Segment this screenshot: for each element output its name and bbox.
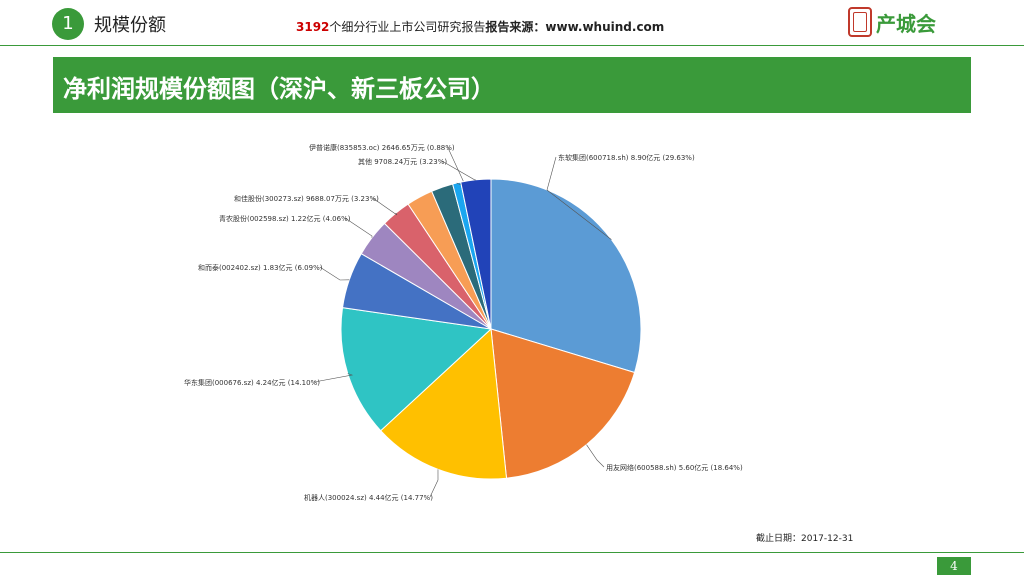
footer-divider <box>0 552 1024 553</box>
slice-label: 其他 9708.24万元 (3.23%) <box>358 157 447 166</box>
pie-slice <box>490 328 636 479</box>
leader-line <box>546 156 612 240</box>
leader-line <box>586 444 605 468</box>
slice-label: 青农股份(002598.sz) 1.22亿元 (4.06%) <box>219 214 351 223</box>
slice-label: 华东集团(000676.sz) 4.24亿元 (14.10%) <box>184 378 320 387</box>
slice-label: 机器人(300024.sz) 4.44亿元 (14.77%) <box>304 493 433 502</box>
date-note: 截止日期：2017-12-31 <box>756 534 854 544</box>
slice-label: 和而泰(002402.sz) 1.83亿元 (6.09%) <box>198 263 323 272</box>
section-label: 规模份额 <box>94 15 166 36</box>
header-divider <box>0 45 1024 46</box>
leader-line <box>344 217 373 238</box>
report-source-url: 报告来源：www.whuind.com <box>485 20 665 34</box>
report-count: 3192 <box>296 20 330 34</box>
leader-line <box>372 197 398 216</box>
leader-line <box>314 373 354 383</box>
slice-label: 和佳股份(300273.sz) 9688.07万元 (3.23%) <box>234 194 379 203</box>
page-title: 净利润规模份额图（深沪、新三板公司） <box>63 75 495 103</box>
page-number: 4 <box>937 557 971 575</box>
pie-slice <box>380 327 508 480</box>
logo: 产城会 <box>848 6 936 38</box>
pie-slice <box>460 178 492 330</box>
seal-icon <box>848 7 872 37</box>
header-bar: 1 规模份额 3192个细分行业上市公司研究报告报告来源：www.whuind.… <box>0 0 1024 46</box>
slice-label: 伊普诺康(835853.oc) 2646.65万元 (0.88%) <box>309 143 455 152</box>
leader-line <box>447 146 467 188</box>
section-number-badge: 1 <box>52 8 84 40</box>
leader-line <box>441 160 476 181</box>
leader-line <box>429 469 439 498</box>
report-source-text: 个细分行业上市公司研究报告 <box>329 20 486 34</box>
title-banner: 净利润规模份额图（深沪、新三板公司） <box>53 57 971 113</box>
slice-label: 用友网络(600588.sh) 5.60亿元 (18.64%) <box>606 463 743 472</box>
leader-line <box>319 266 350 281</box>
logo-text: 产城会 <box>876 11 936 36</box>
report-source: 3192个细分行业上市公司研究报告报告来源：www.whuind.com <box>296 18 664 35</box>
slice-label: 东软集团(600718.sh) 8.90亿元 (29.63%) <box>558 153 695 162</box>
